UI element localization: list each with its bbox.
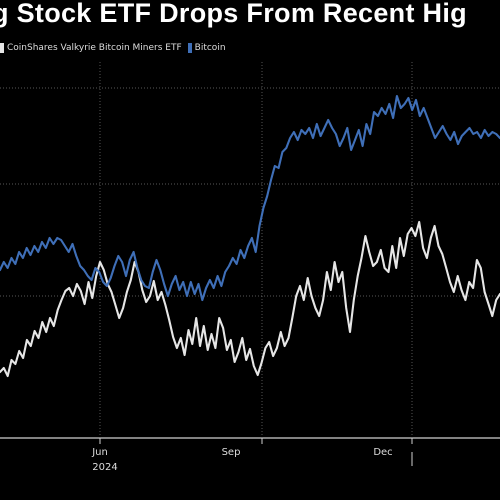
legend-label-bitcoin: Bitcoin [194, 43, 226, 53]
year-label: 2024 [92, 462, 117, 473]
series-line-etf [0, 220, 500, 378]
chart-title: g Stock ETF Drops From Recent Hig [0, 0, 467, 28]
legend-swatch-bitcoin [187, 43, 192, 53]
x-tick-label: Jun [91, 447, 108, 458]
legend-label-etf: CoinShares Valkyrie Bitcoin Miners ETF [7, 43, 182, 53]
legend: CoinShares Valkyrie Bitcoin Miners ETF B… [0, 40, 232, 56]
x-tick-label: Dec [373, 447, 392, 458]
legend-item-bitcoin: Bitcoin [187, 43, 226, 53]
legend-item-etf: CoinShares Valkyrie Bitcoin Miners ETF [0, 43, 182, 53]
x-tick-label: Sep [222, 447, 241, 458]
series-line-bitcoin [0, 94, 500, 302]
legend-swatch-etf [0, 43, 4, 53]
